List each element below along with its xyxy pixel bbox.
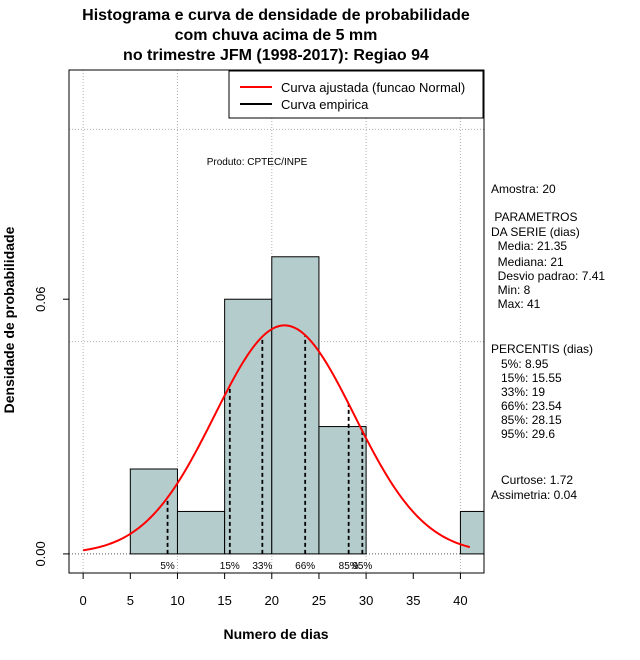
x-tick-label: 20 <box>265 593 279 608</box>
side-panel-line: DA SERIE (dias) <box>491 225 580 239</box>
legend-box <box>228 70 484 119</box>
histogram-bar <box>224 298 273 555</box>
side-panel-line: PARAMETROS <box>491 210 577 224</box>
side-panel-line: 66%: 23.54 <box>491 399 562 413</box>
side-panel-line: Max: 41 <box>491 297 541 311</box>
percentile-label: 95% <box>352 561 372 572</box>
side-panel-line: 5%: 8.95 <box>491 357 549 371</box>
normal-curve <box>82 324 471 552</box>
side-panel-line: Amostra: 20 <box>491 182 556 196</box>
x-tick-label: 30 <box>359 593 373 608</box>
legend-label: Curva ajustada (funcao Normal) <box>281 80 465 95</box>
side-panel-line: Media: 21.35 <box>491 239 567 253</box>
x-tick-label: 10 <box>170 593 184 608</box>
histogram-bar <box>129 468 178 555</box>
side-panel-line: 85%: 28.15 <box>491 413 562 427</box>
x-tick-label: 5 <box>127 593 134 608</box>
side-panel-line: 95%: 29.6 <box>491 427 555 441</box>
x-tick-label: 25 <box>312 593 326 608</box>
percentile-label: 15% <box>220 561 240 572</box>
histogram-bar <box>176 510 226 555</box>
legend-label: Curva empirica <box>281 97 369 112</box>
side-panel-line: 33%: 19 <box>491 385 545 399</box>
percentile-label: 5% <box>160 561 175 572</box>
side-panel-line: Mediana: 21 <box>491 255 564 269</box>
x-tick-label: 15 <box>217 593 231 608</box>
histogram-bar <box>271 256 320 555</box>
y-tick-label: 0.00 <box>33 541 48 566</box>
y-tick-label: 0.06 <box>33 287 48 312</box>
x-tick-label: 40 <box>453 593 467 608</box>
side-panel-line: Assimetria: 0.04 <box>491 488 577 502</box>
chart-title: no trimestre JFM (1998-2017): Regiao 94 <box>123 47 429 64</box>
chart-title: com chuva acima de 5 mm <box>175 27 378 44</box>
percentile-label: 33% <box>252 561 272 572</box>
side-panel-line: Desvio padrao: 7.41 <box>491 269 605 283</box>
histogram-bars <box>129 256 484 555</box>
source-annotation: Produto: CPTEC/INPE <box>207 157 308 168</box>
x-tick-label: 35 <box>406 593 420 608</box>
x-axis-title: Numero de dias <box>223 626 328 642</box>
legend: Curva ajustada (funcao Normal) Curva empi… <box>228 70 484 119</box>
side-panel-line: Min: 8 <box>491 283 531 297</box>
percentile-label: 66% <box>295 561 315 572</box>
y-axis-title: Densidade de probabilidade <box>1 226 17 413</box>
percentile-label: 85% <box>339 561 359 572</box>
chart-title: Histograma e curva de densidade de proba… <box>82 7 470 24</box>
side-panel-line: 15%: 15.55 <box>491 371 562 385</box>
side-panel-line: Curtose: 1.72 <box>491 473 573 487</box>
x-tick-label: 0 <box>80 593 87 608</box>
side-panel-line: PERCENTIS (dias) <box>491 342 593 356</box>
histogram-bar <box>318 426 367 555</box>
